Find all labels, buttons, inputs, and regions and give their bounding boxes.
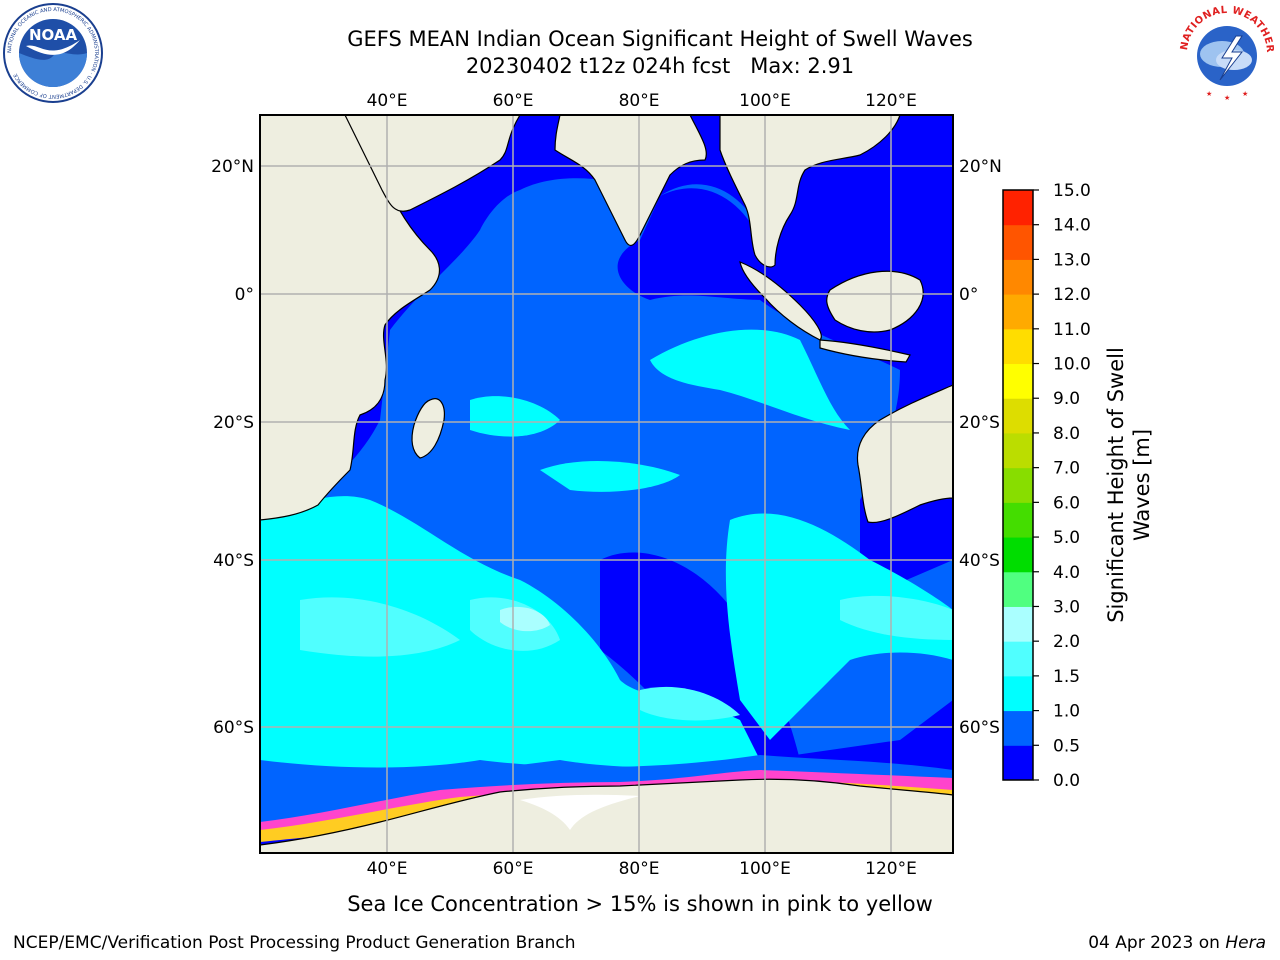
title-line-2: 20230402 t12z 024h fcst Max: 2.91	[465, 54, 855, 78]
land-india	[554, 115, 707, 247]
lat-label-left: 20°S	[213, 413, 254, 433]
map-border	[259, 114, 954, 854]
colorbar-bin	[1003, 537, 1033, 573]
footer-host: Hera	[1225, 933, 1266, 953]
noaa-logo: NATIONAL OCEANIC AND ATMOSPHERIC ADMINIS…	[3, 3, 103, 103]
colorbar-bin	[1003, 467, 1033, 503]
colorbar-bin	[1003, 502, 1033, 538]
colorbar-title: Significant Height of Swell Waves [m]	[1104, 347, 1154, 623]
antarctic-ice-fringe	[520, 794, 640, 830]
lat-label-left: 0°	[235, 285, 254, 305]
colorbar-bin	[1003, 259, 1033, 295]
colorbar-title-line-1: Significant Height of Swell	[1104, 347, 1128, 623]
colorbar-tick-label: 0.0	[1053, 771, 1080, 791]
lon-label-top: 120°E	[865, 91, 917, 111]
footer-timestamp: 04 Apr 2023 on Hera	[1088, 932, 1266, 954]
colorbar-tick-label: 7.0	[1053, 459, 1080, 479]
colorbar-tick-label: 11.0	[1053, 320, 1091, 340]
swell-zone-cyan-se	[725, 513, 953, 740]
colorbar-tick-label: 14.0	[1053, 216, 1091, 236]
swell-zone-cyan-mid	[540, 460, 680, 492]
swell-zone-highlight-3	[640, 686, 740, 721]
lat-label-left: 40°S	[213, 551, 254, 571]
colorbar-tick-label: 12.0	[1053, 285, 1091, 305]
colorbar-tick-label: 1.0	[1053, 702, 1080, 722]
colorbar-tick-label: 4.0	[1053, 563, 1080, 583]
land-arabia	[344, 115, 521, 212]
swell-zone-low-north	[617, 188, 765, 300]
colorbar-tick-label: 5.0	[1053, 528, 1080, 548]
colorbar-bin	[1003, 363, 1033, 399]
lon-label-bottom: 40°E	[367, 859, 408, 879]
colorbar-tick-label: 3.0	[1053, 597, 1080, 617]
swell-zone-highlight-4	[840, 595, 953, 640]
lat-label-left: 60°S	[213, 718, 254, 738]
land-antarctica	[260, 778, 953, 853]
colorbar-tick-label: 10.0	[1053, 355, 1091, 375]
swell-zone-cyan-central	[650, 329, 850, 430]
footer-date: 04 Apr 2023 on	[1088, 933, 1226, 953]
footer-credit: NCEP/EMC/Verification Post Processing Pr…	[13, 933, 576, 953]
lon-label-bottom: 80°E	[619, 859, 660, 879]
lon-label-top: 60°E	[493, 91, 534, 111]
colorbar: 0.0 0.5 1.0 1.5 2.0 3.0 4.0 5.0 6.0 7.0 8.0 9.0 10.0…	[1002, 181, 1091, 791]
swell-zone-highlight-1	[300, 597, 460, 657]
lat-label-right: 60°S	[959, 718, 1000, 738]
colorbar-tick-label: 1.5	[1053, 667, 1080, 687]
colorbar-tick-label: 9.0	[1053, 389, 1080, 409]
lon-label-top: 40°E	[367, 91, 408, 111]
svg-text:★: ★	[1224, 94, 1230, 102]
land-java	[819, 339, 911, 363]
map-layers	[260, 115, 953, 853]
noaa-logo-text: NOAA	[29, 26, 78, 44]
lon-labels-top: 40°E 60°E 80°E 100°E 120°E	[367, 91, 917, 111]
colorbar-bin	[1003, 745, 1033, 781]
colorbar-tick-label: 8.0	[1053, 424, 1080, 444]
lat-label-left: 20°N	[211, 157, 254, 177]
svg-text:★: ★	[1206, 90, 1212, 98]
colorbar-tick-label: 2.0	[1053, 632, 1080, 652]
lat-label-right: 40°S	[959, 551, 1000, 571]
lon-label-bottom: 100°E	[739, 859, 791, 879]
svg-text:★: ★	[1242, 90, 1248, 98]
lon-label-bottom: 60°E	[493, 859, 534, 879]
title-line-1: GEFS MEAN Indian Ocean Significant Heigh…	[347, 27, 973, 51]
chart-title: GEFS MEAN Indian Ocean Significant Heigh…	[160, 26, 1160, 80]
colorbar-bin	[1003, 398, 1033, 434]
lat-labels-left: 20°N 0° 20°S 40°S 60°S	[211, 157, 254, 738]
graticule	[260, 115, 953, 853]
lat-label-right: 20°N	[959, 157, 1002, 177]
colorbar-title-line-2: Waves [m]	[1130, 429, 1154, 541]
lat-label-right: 0°	[959, 285, 978, 305]
colorbar-tick-label: 15.0	[1053, 181, 1091, 201]
lon-labels-bottom: 40°E 60°E 80°E 100°E 120°E	[367, 859, 917, 879]
colorbar-tick-label: 6.0	[1053, 493, 1080, 513]
colorbar-bin	[1003, 675, 1033, 712]
land-australia	[856, 384, 953, 524]
lon-label-bottom: 120°E	[865, 859, 917, 879]
colorbar-bin	[1003, 224, 1033, 260]
land-madagascar	[411, 398, 445, 459]
lon-label-top: 80°E	[619, 91, 660, 111]
colorbar-bin	[1003, 571, 1033, 607]
colorbar-border	[1002, 189, 1034, 781]
colorbar-bin	[1003, 710, 1033, 746]
colorbar-bin	[1003, 294, 1033, 330]
colorbar-bin	[1003, 328, 1033, 365]
sea-ice-note: Sea Ice Concentration > 15% is shown in …	[347, 892, 933, 916]
colorbar-bin	[1003, 641, 1033, 677]
swell-zone-low-band	[600, 552, 800, 770]
colorbar-tick-label: 13.0	[1053, 250, 1091, 270]
lat-labels-right: 20°N 0° 20°S 40°S 60°S	[959, 157, 1002, 738]
swell-zone-cyan-west	[470, 396, 560, 437]
lat-label-right: 20°S	[959, 413, 1000, 433]
land-borneo-java	[826, 270, 924, 333]
colorbar-tick-label: 0.5	[1053, 736, 1080, 756]
nws-logo: NATIONAL WEATHER SERVICE ★ ★ ★	[1176, 2, 1276, 102]
lon-label-top: 100°E	[739, 91, 791, 111]
colorbar-bin	[1003, 432, 1033, 469]
colorbar-bin	[1003, 190, 1033, 226]
colorbar-bin	[1003, 606, 1033, 642]
